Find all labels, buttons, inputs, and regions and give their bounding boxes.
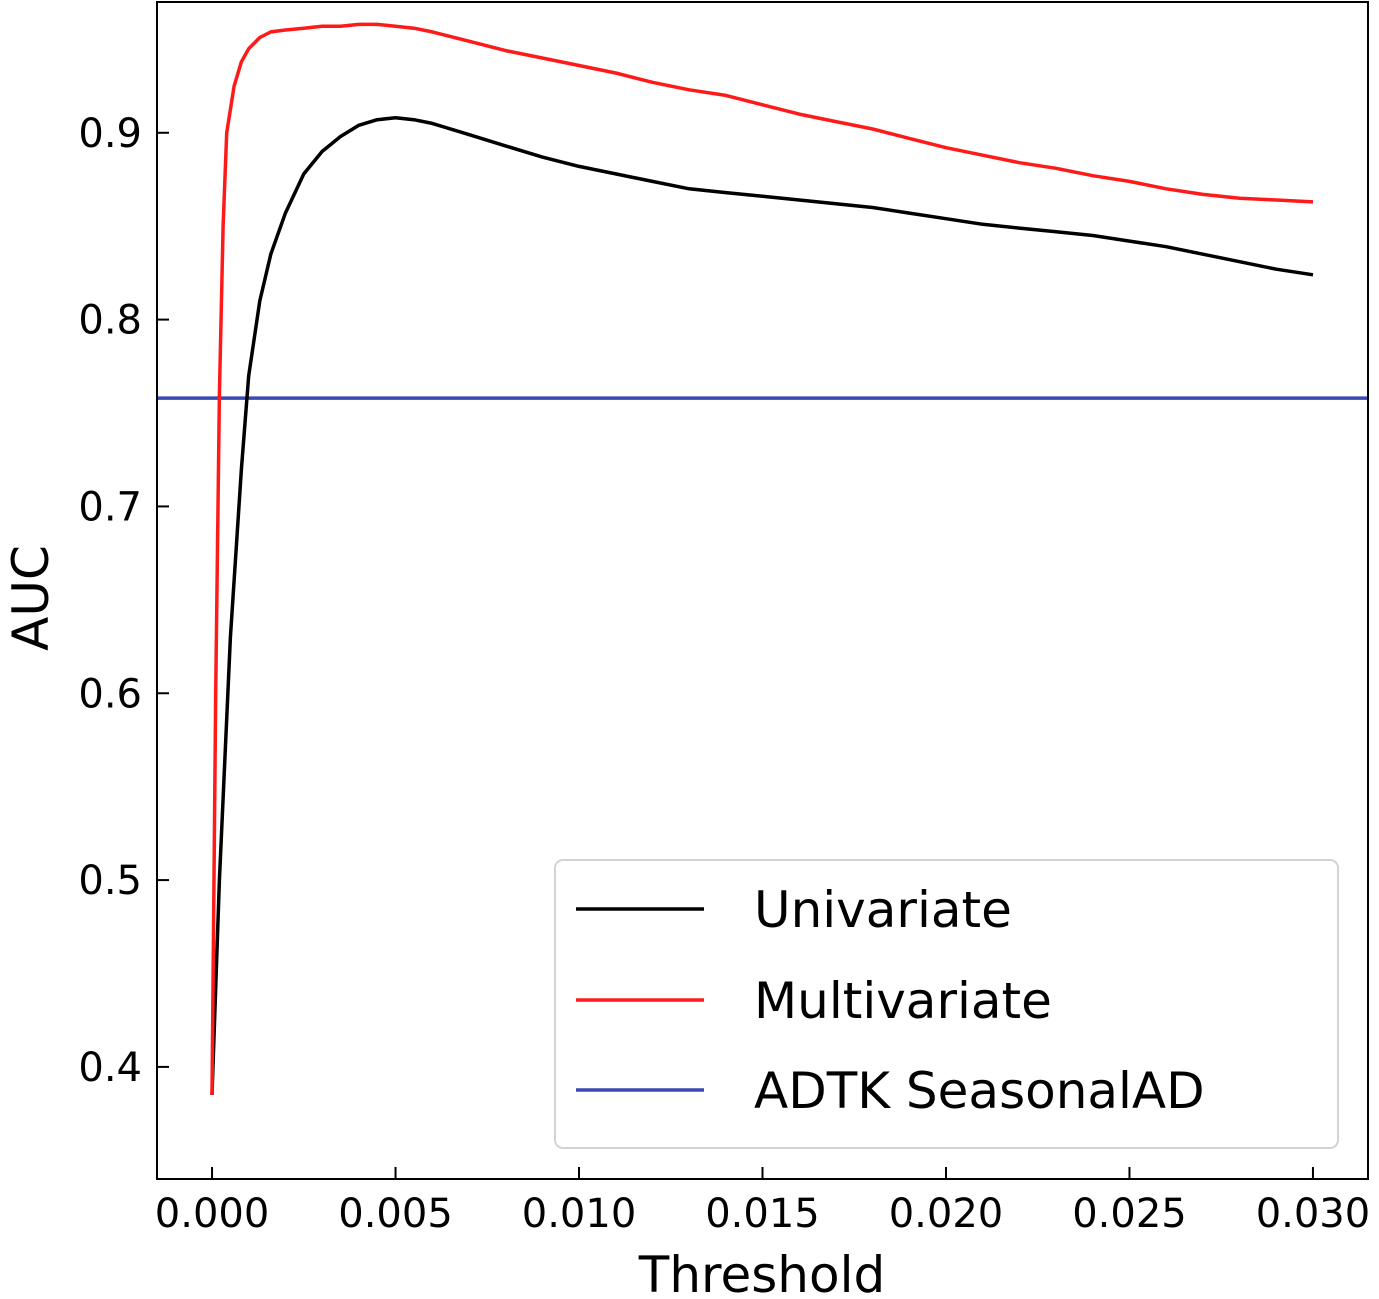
series-line-univariate bbox=[210, 116, 1314, 1095]
y-tick-label: 0.6 bbox=[78, 671, 142, 717]
y-axis-label: AUC bbox=[2, 545, 60, 651]
x-tick-label: 0.005 bbox=[338, 1191, 453, 1237]
series-line-multivariate bbox=[210, 22, 1314, 1095]
y-tick-label: 0.4 bbox=[78, 1045, 142, 1091]
y-tick-label: 0.7 bbox=[78, 484, 142, 530]
legend-label-multivariate: Multivariate bbox=[754, 972, 1052, 1030]
legend-entries: Univariate Multivariate ADTK SeasonalAD bbox=[576, 881, 1205, 1120]
plot-lines bbox=[157, 22, 1368, 1095]
x-tick-label: 0.010 bbox=[522, 1191, 637, 1237]
legend: Univariate Multivariate ADTK SeasonalAD bbox=[554, 859, 1339, 1149]
x-axis-label: Threshold bbox=[638, 1246, 885, 1299]
legend-label-adtk-seasonalad: ADTK SeasonalAD bbox=[754, 1062, 1205, 1120]
x-tick-label: 0.025 bbox=[1072, 1191, 1187, 1237]
x-tick-label: 0.020 bbox=[889, 1191, 1004, 1237]
y-tick-label: 0.5 bbox=[78, 858, 142, 904]
x-axis-ticks: 0.000 0.005 0.010 0.015 0.020 0.025 0.030 bbox=[155, 1167, 1370, 1237]
x-tick-label: 0.000 bbox=[155, 1191, 270, 1237]
legend-box bbox=[554, 859, 1339, 1149]
y-tick-label: 0.9 bbox=[78, 111, 142, 157]
legend-label-univariate: Univariate bbox=[754, 881, 1012, 939]
y-axis-ticks: 0.4 0.5 0.6 0.7 0.8 0.9 bbox=[78, 111, 169, 1091]
x-tick-label: 0.030 bbox=[1256, 1191, 1371, 1237]
y-tick-label: 0.8 bbox=[78, 298, 142, 344]
x-tick-label: 0.015 bbox=[705, 1191, 820, 1237]
